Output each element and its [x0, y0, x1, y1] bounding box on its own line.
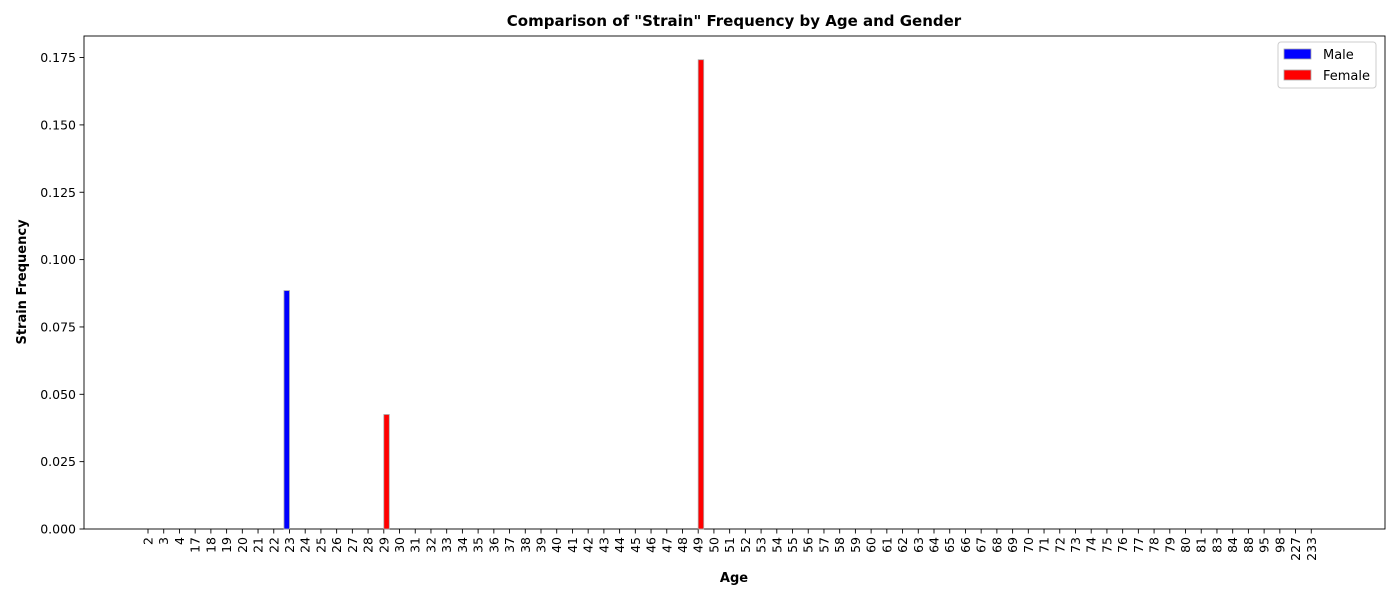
- x-tick-label: 75: [1099, 537, 1114, 553]
- x-tick-label: 79: [1162, 537, 1177, 553]
- x-tick-label: 71: [1037, 537, 1052, 553]
- x-tick-label: 22: [266, 537, 281, 553]
- x-tick-label: 18: [203, 537, 218, 553]
- x-tick-label: 70: [1021, 537, 1036, 553]
- x-tick-label: 34: [455, 537, 470, 553]
- x-tick-label: 47: [659, 537, 674, 553]
- bar-female-29: [383, 414, 390, 530]
- x-tick-label: 49: [691, 537, 706, 553]
- y-axis-label: Strain Frequency: [15, 219, 30, 345]
- plot-area: 0.000 0.025 0.050 0.075 0.100 0.125 0.150 0.175…: [40, 35, 1386, 561]
- x-tick-label: 39: [534, 537, 549, 553]
- x-tick-label: 76: [1115, 537, 1130, 553]
- x-tick-label: 59: [848, 537, 863, 553]
- legend: Male Female: [1277, 41, 1377, 89]
- y-tick-label: 0.175: [40, 50, 76, 65]
- x-tick-label: 84: [1225, 537, 1240, 553]
- y-tick-label: 0.150: [40, 117, 76, 132]
- x-tick-label: 17: [188, 537, 203, 553]
- x-tick-label: 29: [376, 537, 391, 553]
- x-tick-label: 30: [392, 537, 407, 553]
- x-tick-label: 83: [1209, 537, 1224, 553]
- x-tick-label: 53: [754, 537, 769, 553]
- x-tick-label: 66: [958, 537, 973, 553]
- x-tick-label: 72: [1052, 537, 1067, 553]
- y-tick-label: 0.025: [40, 454, 76, 469]
- x-tick-label: 78: [1147, 537, 1162, 553]
- x-tick-label: 42: [581, 537, 596, 553]
- x-tick-label: 36: [486, 537, 501, 553]
- x-tick-label: 38: [518, 537, 533, 553]
- x-tick-label: 41: [565, 537, 580, 553]
- x-tick-label: 63: [911, 537, 926, 553]
- x-tick-label: 61: [879, 537, 894, 553]
- y-tick-label: 0.000: [40, 522, 76, 537]
- legend-label-female: Female: [1323, 69, 1370, 84]
- x-tick-label: 69: [1005, 537, 1020, 553]
- x-tick-label: 81: [1194, 537, 1209, 553]
- x-tick-label: 21: [251, 537, 266, 553]
- x-tick-label: 37: [502, 537, 517, 553]
- x-tick-label: 3: [156, 537, 171, 545]
- x-tick-label: 62: [895, 537, 910, 553]
- x-tick-label: 64: [927, 537, 942, 553]
- x-tick-label: 27: [345, 537, 360, 553]
- y-tick-label: 0.100: [40, 252, 76, 267]
- bar-male-23: [283, 290, 290, 530]
- chart-title: Comparison of "Strain" Frequency by Age …: [507, 12, 962, 30]
- x-tick-label: 52: [738, 537, 753, 553]
- x-tick-label: 95: [1257, 537, 1272, 553]
- x-tick-label: 2: [141, 537, 156, 545]
- x-tick-label: 68: [989, 537, 1004, 553]
- x-tick-label: 31: [408, 537, 423, 553]
- x-tick-label: 43: [596, 537, 611, 553]
- x-tick-label: 50: [706, 537, 721, 553]
- x-tick-label: 45: [628, 537, 643, 553]
- x-tick-label: 40: [549, 537, 564, 553]
- x-tick-label: 20: [235, 537, 250, 553]
- x-axis-label: Age: [720, 571, 748, 586]
- x-tick-label: 74: [1084, 537, 1099, 553]
- x-tick-label: 88: [1241, 537, 1256, 553]
- x-tick-label: 67: [974, 537, 989, 553]
- x-tick-label: 77: [1131, 537, 1146, 553]
- x-tick-label: 56: [801, 537, 816, 553]
- x-tick-label: 48: [675, 537, 690, 553]
- x-tick-label: 233: [1304, 537, 1319, 561]
- x-tick-label: 4: [172, 537, 187, 545]
- x-tick-label: 65: [942, 537, 957, 553]
- x-tick-label: 57: [816, 537, 831, 553]
- legend-swatch-male: [1283, 48, 1312, 60]
- x-tick-label: 26: [329, 537, 344, 553]
- plot-frame: [83, 35, 1386, 530]
- x-tick-label: 28: [361, 537, 376, 553]
- x-tick-label: 24: [298, 537, 313, 553]
- legend-label-male: Male: [1323, 48, 1354, 63]
- y-tick-label: 0.075: [40, 319, 76, 334]
- legend-swatch-female: [1283, 69, 1312, 81]
- x-tick-label: 98: [1272, 537, 1287, 553]
- x-tick-label: 46: [644, 537, 659, 553]
- x-tick-label: 51: [722, 537, 737, 553]
- x-tick-label: 44: [612, 537, 627, 553]
- x-tick-label: 80: [1178, 537, 1193, 553]
- x-tick-label: 19: [219, 537, 234, 553]
- y-tick-label: 0.050: [40, 387, 76, 402]
- x-tick-label: 73: [1068, 537, 1083, 553]
- x-tick-label: 60: [864, 537, 879, 553]
- y-tick-label: 0.125: [40, 185, 76, 200]
- x-tick-label: 35: [471, 537, 486, 553]
- bar-female-49: [697, 59, 705, 530]
- x-tick-label: 55: [785, 537, 800, 553]
- x-tick-label: 33: [439, 537, 454, 553]
- x-tick-label: 25: [313, 537, 328, 553]
- x-tick-label: 58: [832, 537, 847, 553]
- x-tick-label: 23: [282, 537, 297, 553]
- x-tick-label: 227: [1288, 537, 1303, 561]
- x-tick-label: 32: [423, 537, 438, 553]
- x-tick-label: 54: [769, 537, 784, 553]
